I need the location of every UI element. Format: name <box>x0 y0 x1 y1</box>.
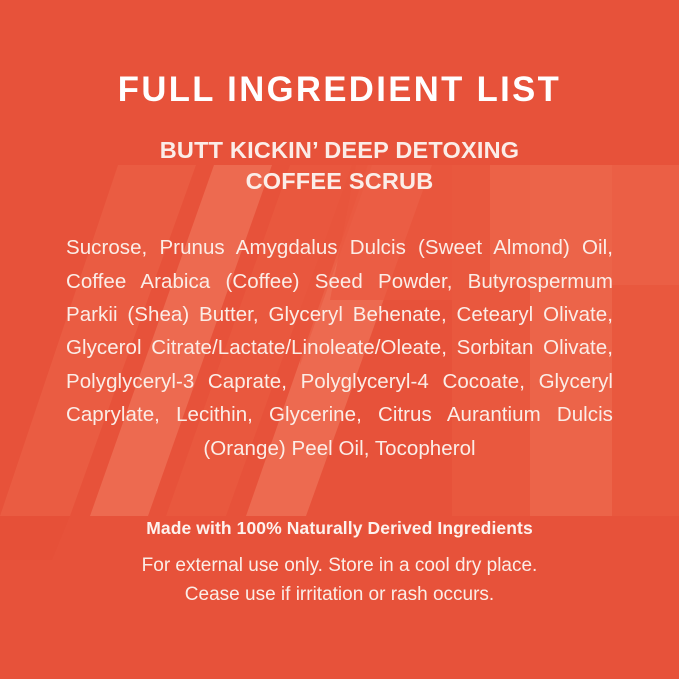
usage-line-2: Cease use if irritation or rash occurs. <box>184 583 495 605</box>
product-name-line-1: BUTT KICKIN’ DEEP DETOXING <box>159 136 520 163</box>
ingredients-paragraph: Sucrose, Prunus Amygdalus Dulcis (Sweet … <box>66 236 613 460</box>
usage-instructions: For external use only. Store in a cool d… <box>0 552 679 610</box>
made-with-statement: Made with 100% Naturally Derived Ingredi… <box>146 518 533 538</box>
page-title: FULL INGREDIENT LIST <box>117 70 562 109</box>
product-name: BUTT KICKIN’ DEEP DETOXING COFFEE SCRUB <box>46 109 633 198</box>
product-name-line-2: COFFEE SCRUB <box>245 168 434 194</box>
usage-line-1: For external use only. Store in a cool d… <box>141 555 538 576</box>
